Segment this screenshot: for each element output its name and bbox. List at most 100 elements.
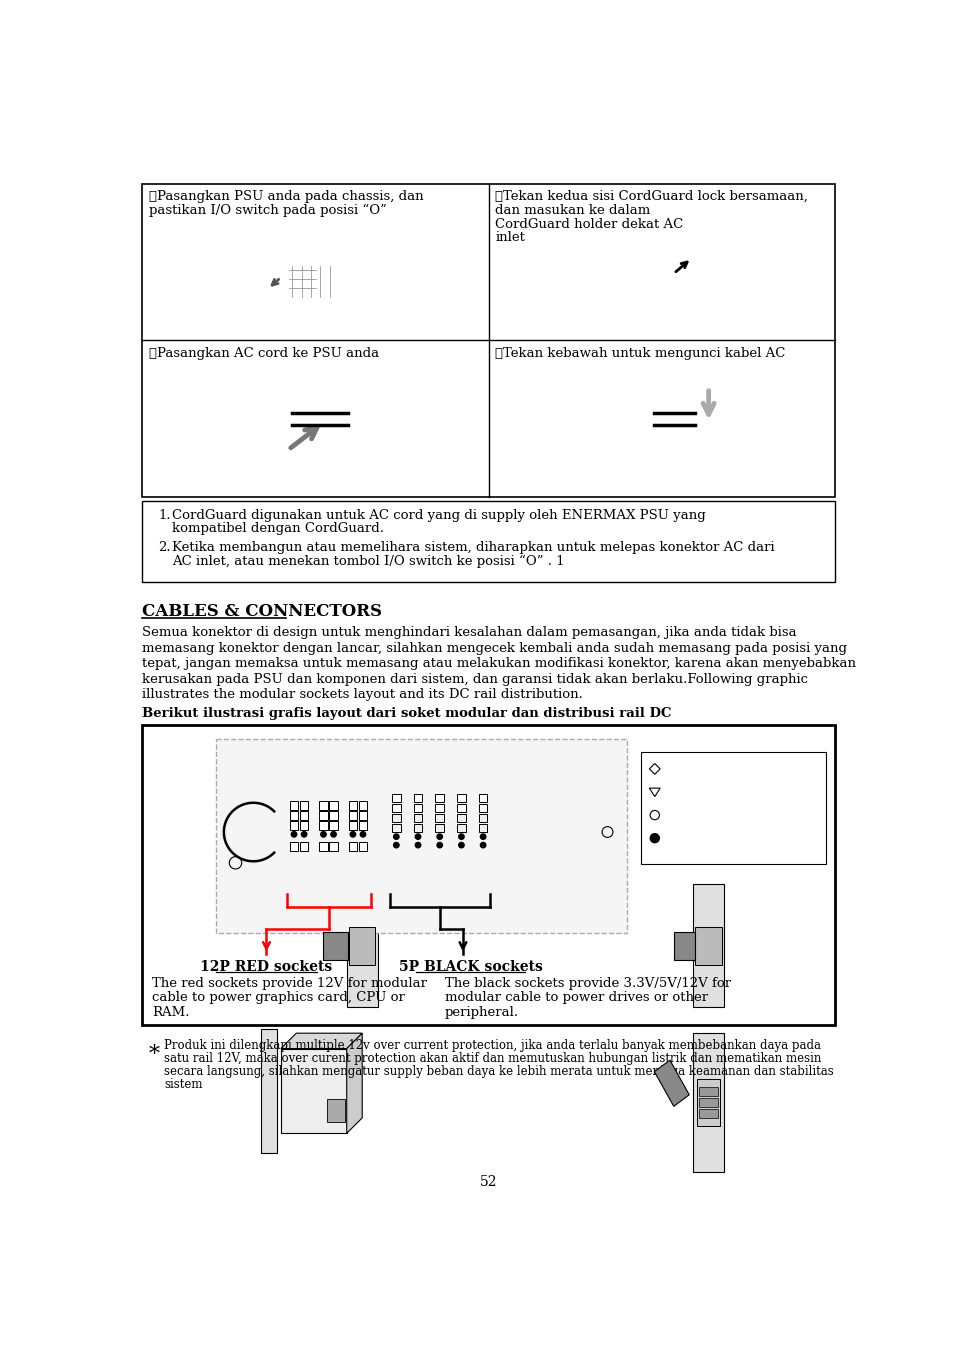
Text: sistem: sistem	[164, 1078, 202, 1092]
Polygon shape	[349, 927, 375, 965]
Text: CordGuard digunakan untuk AC cord yang di supply oleh ENERMAX PSU yang: CordGuard digunakan untuk AC cord yang d…	[172, 508, 705, 521]
Text: Berikut ilustrasi grafis layout dari soket modular dan distribusi rail DC: Berikut ilustrasi grafis layout dari sok…	[142, 707, 671, 720]
Polygon shape	[673, 932, 694, 959]
Polygon shape	[435, 804, 443, 812]
Polygon shape	[392, 793, 400, 802]
Polygon shape	[478, 824, 487, 832]
Polygon shape	[319, 801, 328, 809]
Polygon shape	[478, 813, 487, 821]
Polygon shape	[290, 801, 298, 809]
Circle shape	[394, 843, 398, 848]
Polygon shape	[640, 753, 825, 863]
Text: RAM.: RAM.	[152, 1006, 189, 1019]
Polygon shape	[414, 813, 422, 821]
Polygon shape	[348, 821, 356, 830]
Polygon shape	[142, 725, 835, 1025]
Polygon shape	[348, 811, 356, 820]
Polygon shape	[358, 811, 367, 820]
Circle shape	[480, 834, 485, 839]
Polygon shape	[456, 804, 465, 812]
Text: 2.: 2.	[158, 540, 171, 554]
Polygon shape	[414, 824, 422, 832]
Polygon shape	[392, 804, 400, 812]
Text: satu rail 12V, maka over curent protection akan aktif dan memutuskan hubungan li: satu rail 12V, maka over curent protecti…	[164, 1052, 821, 1065]
Polygon shape	[319, 842, 328, 851]
Polygon shape	[319, 821, 328, 830]
Text: cable to power graphics card, CPU or: cable to power graphics card, CPU or	[152, 992, 404, 1004]
Polygon shape	[280, 1048, 346, 1133]
Circle shape	[360, 832, 365, 838]
Circle shape	[436, 843, 442, 848]
Polygon shape	[329, 811, 337, 820]
Circle shape	[649, 834, 659, 843]
Circle shape	[415, 843, 420, 848]
Text: inlet: inlet	[495, 231, 524, 245]
Polygon shape	[329, 821, 337, 830]
Text: 1.: 1.	[158, 508, 171, 521]
Polygon shape	[216, 739, 626, 934]
Text: secara langsung, silahkan mengatur supply beban daya ke lebih merata untuk menja: secara langsung, silahkan mengatur suppl…	[164, 1066, 833, 1078]
Polygon shape	[358, 821, 367, 830]
Polygon shape	[392, 813, 400, 821]
Polygon shape	[299, 811, 308, 820]
Text: Ketika membangun atau memelihara sistem, diharapkan untuk melepas konektor AC da: Ketika membangun atau memelihara sistem,…	[172, 540, 774, 554]
Polygon shape	[346, 884, 377, 1008]
Circle shape	[350, 832, 355, 838]
Text: CABLES & CONNECTORS: CABLES & CONNECTORS	[142, 604, 382, 620]
Text: 5P BLACK sockets: 5P BLACK sockets	[398, 959, 542, 974]
Polygon shape	[358, 842, 367, 851]
Circle shape	[320, 832, 326, 838]
Text: CordGuard holder dekat AC: CordGuard holder dekat AC	[495, 218, 682, 231]
Polygon shape	[699, 1088, 718, 1096]
Polygon shape	[699, 1109, 718, 1117]
Polygon shape	[392, 824, 400, 832]
Polygon shape	[456, 824, 465, 832]
Text: pastikan I/O switch pada posisi “O”: pastikan I/O switch pada posisi “O”	[149, 204, 386, 218]
Text: The red sockets provide 12V for modular: The red sockets provide 12V for modular	[152, 977, 426, 990]
Polygon shape	[346, 1034, 362, 1133]
Polygon shape	[478, 793, 487, 802]
Text: The black sockets provide 3.3V/5V/12V for: The black sockets provide 3.3V/5V/12V fo…	[444, 977, 730, 990]
Text: ①Pasangkan PSU anda pada chassis, dan: ①Pasangkan PSU anda pada chassis, dan	[149, 190, 423, 203]
Text: ∗: ∗	[146, 1039, 161, 1061]
Polygon shape	[319, 811, 328, 820]
Text: +12 V: +12 V	[666, 809, 708, 821]
Text: dan masukan ke dalam: dan masukan ke dalam	[495, 204, 650, 216]
Text: tepat, jangan memaksa untuk memasang atau melakukan modifikasi konektor, karena : tepat, jangan memaksa untuk memasang ata…	[142, 657, 856, 670]
Text: kerusakan pada PSU dan komponen dari sistem, dan garansi tidak akan berlaku.Foll: kerusakan pada PSU dan komponen dari sis…	[142, 673, 807, 685]
Circle shape	[436, 834, 442, 839]
Polygon shape	[348, 801, 356, 809]
Polygon shape	[299, 842, 308, 851]
Circle shape	[480, 843, 485, 848]
Polygon shape	[348, 842, 356, 851]
Text: modular cable to power drives or other: modular cable to power drives or other	[444, 992, 707, 1004]
Text: 12P RED sockets: 12P RED sockets	[200, 959, 333, 974]
Polygon shape	[456, 793, 465, 802]
Circle shape	[301, 832, 307, 838]
Polygon shape	[327, 1098, 345, 1121]
Polygon shape	[358, 801, 367, 809]
Text: kompatibel dengan CordGuard.: kompatibel dengan CordGuard.	[172, 523, 383, 535]
Text: peripheral.: peripheral.	[444, 1006, 518, 1019]
Text: ③Pasangkan AC cord ke PSU anda: ③Pasangkan AC cord ke PSU anda	[149, 347, 378, 359]
Circle shape	[458, 834, 464, 839]
Polygon shape	[290, 811, 298, 820]
Text: ④Tekan kebawah untuk mengunci kabel AC: ④Tekan kebawah untuk mengunci kabel AC	[495, 347, 784, 359]
Polygon shape	[299, 801, 308, 809]
Polygon shape	[323, 932, 348, 959]
Text: 52: 52	[479, 1175, 497, 1189]
Circle shape	[458, 843, 464, 848]
Polygon shape	[478, 804, 487, 812]
Circle shape	[394, 834, 398, 839]
Text: illustrates the modular sockets layout and its DC rail distribution.: illustrates the modular sockets layout a…	[142, 688, 583, 701]
Polygon shape	[329, 801, 337, 809]
Polygon shape	[693, 884, 723, 1008]
Polygon shape	[699, 1098, 718, 1106]
Text: Semua konektor di design untuk menghindari kesalahan dalam pemasangan, jika anda: Semua konektor di design untuk menghinda…	[142, 627, 797, 639]
Text: memasang konektor dengan lancar, silahkan mengecek kembali anda sudah memasang p: memasang konektor dengan lancar, silahka…	[142, 642, 846, 655]
Polygon shape	[435, 824, 443, 832]
Circle shape	[331, 832, 335, 838]
Circle shape	[291, 832, 296, 838]
Polygon shape	[299, 821, 308, 830]
Polygon shape	[414, 804, 422, 812]
